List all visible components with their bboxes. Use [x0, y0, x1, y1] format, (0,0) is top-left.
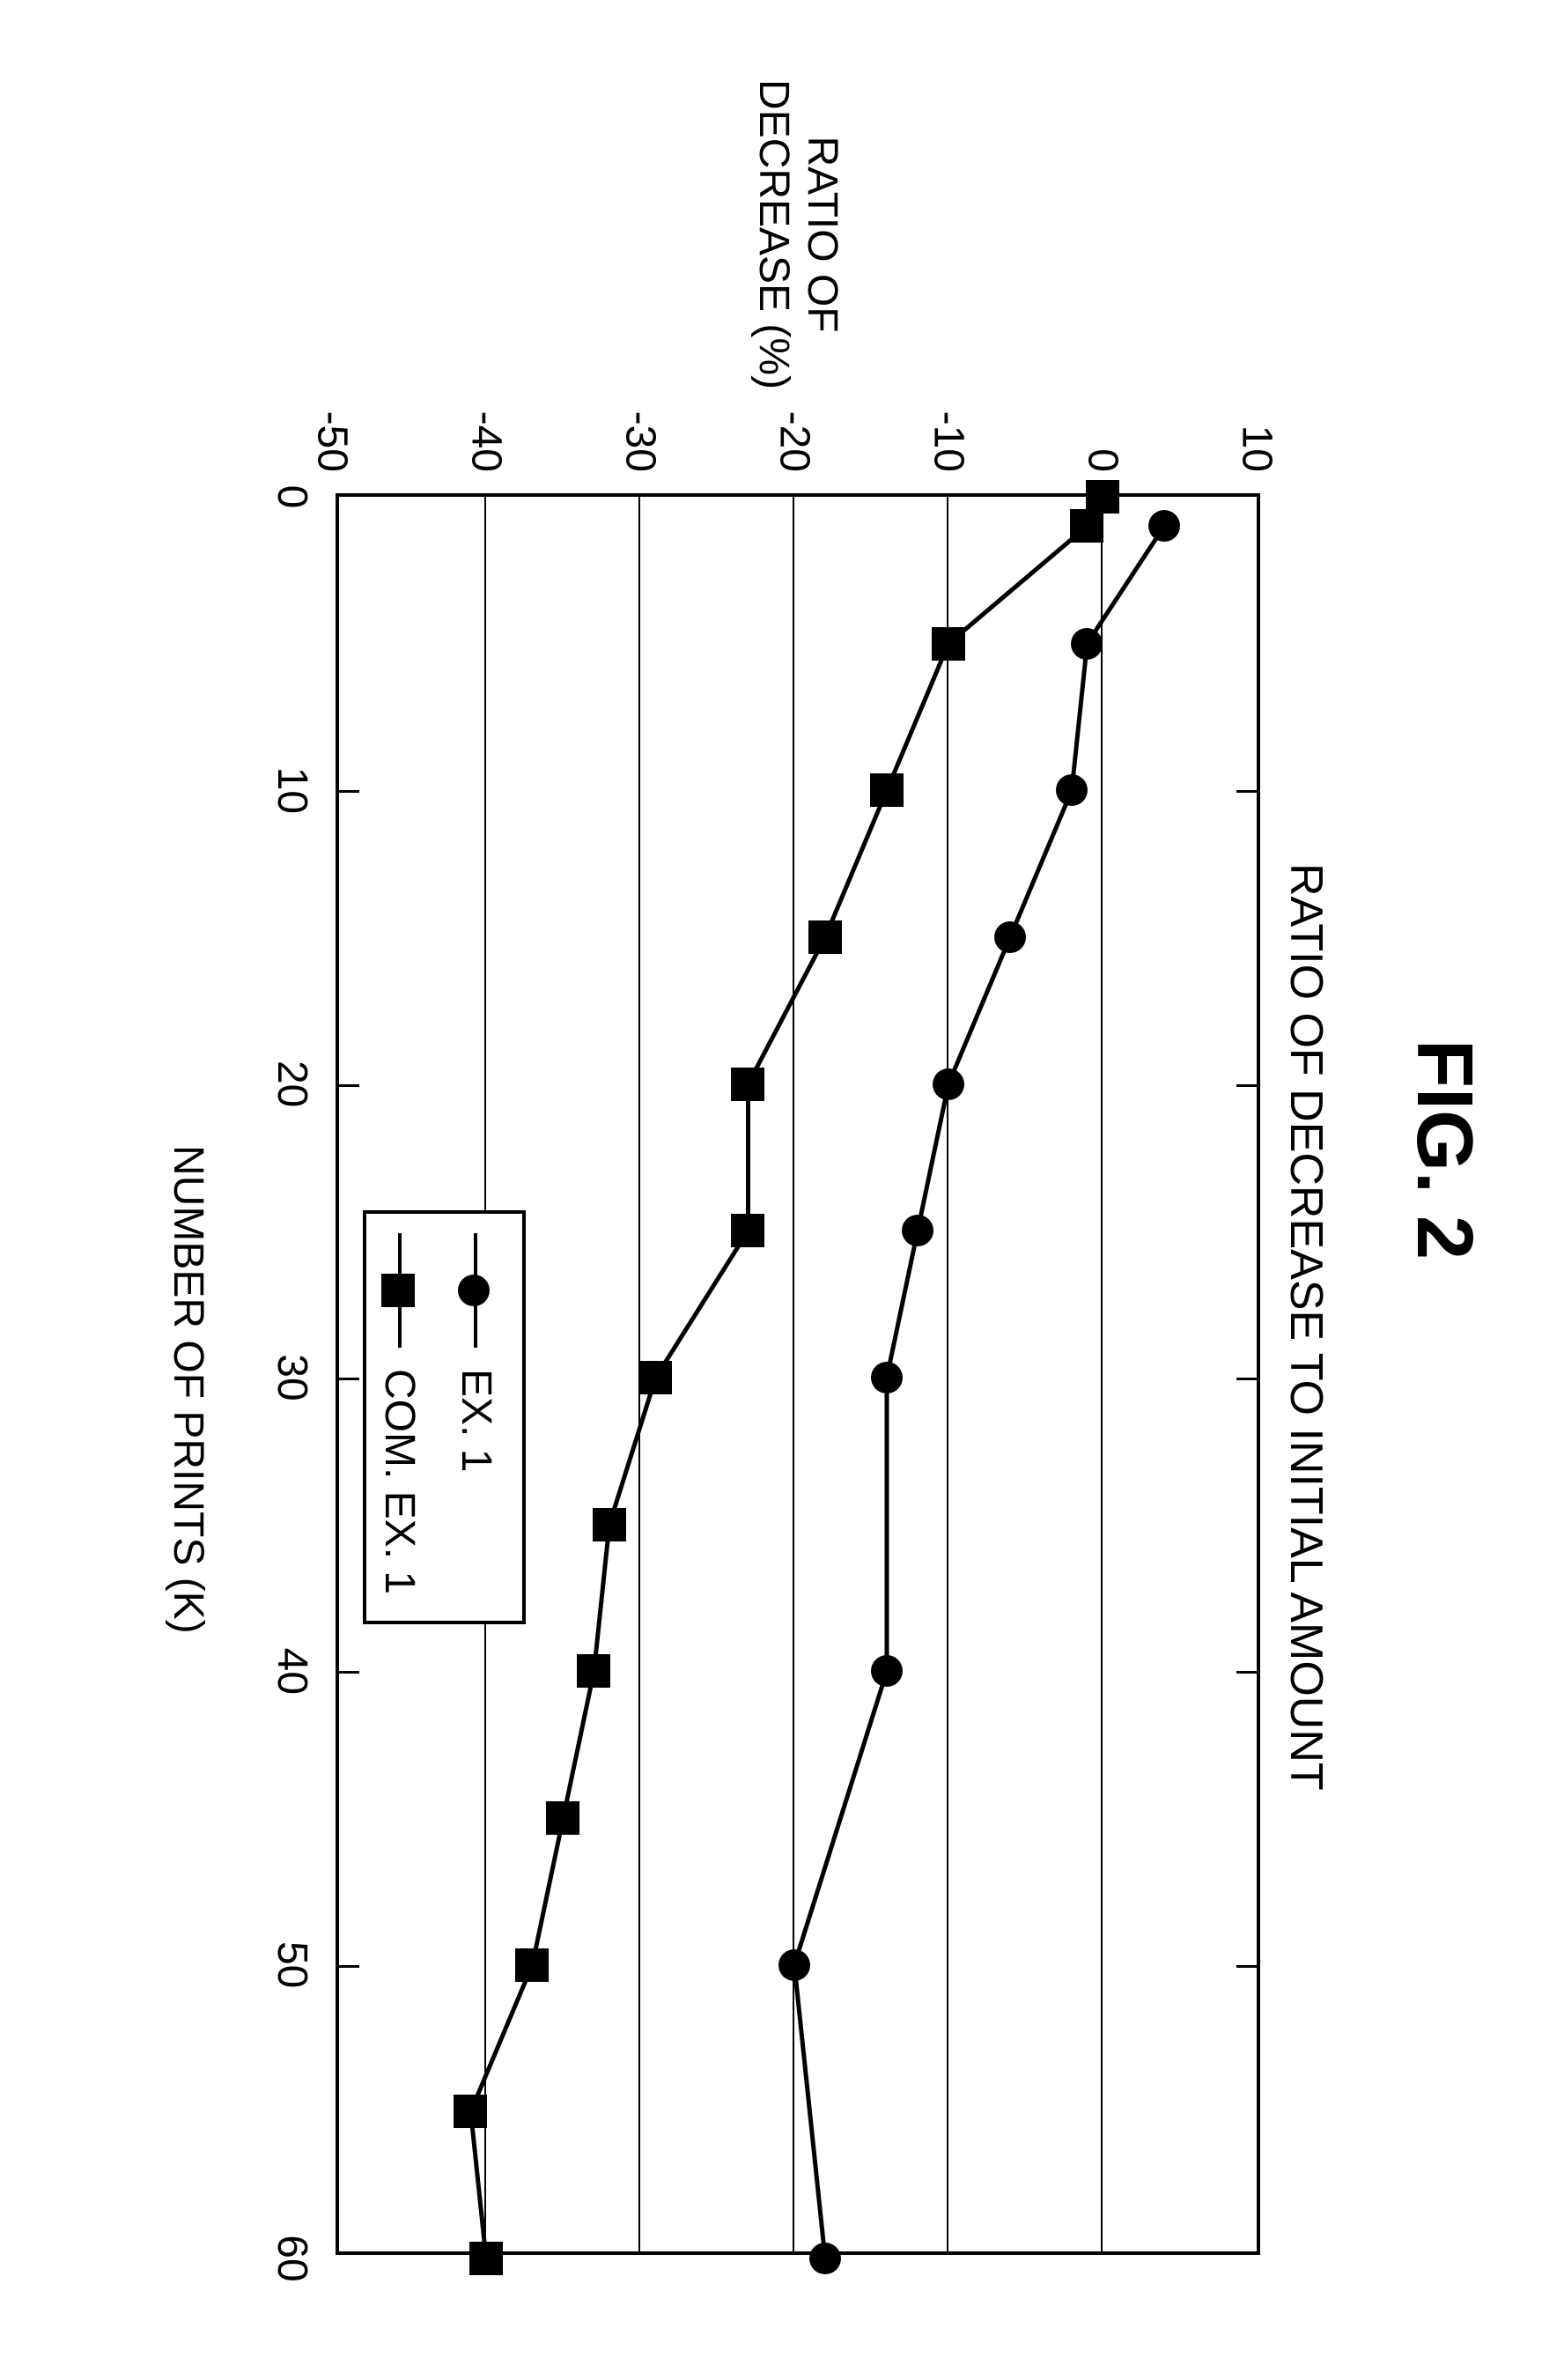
x-tick — [1236, 1965, 1258, 1968]
square-marker — [932, 627, 965, 661]
x-tick — [338, 1084, 359, 1087]
square-marker — [732, 1214, 765, 1247]
y-axis-title-line2: DECREASE (%) — [750, 79, 797, 389]
square-marker — [454, 2095, 488, 2128]
page-canvas: FIG. 2 RATIO OF DECREASE TO INITIAL AMOU… — [0, 0, 1542, 2380]
y-tick-label: 0 — [1079, 448, 1127, 472]
circle-marker — [1072, 628, 1103, 660]
circle-marker — [1148, 510, 1180, 542]
x-tick — [1236, 1378, 1258, 1380]
gridline — [1101, 497, 1103, 2251]
figure-title: FIG. 2 — [1398, 1039, 1489, 1260]
series-line-comex1 — [471, 497, 1103, 2258]
x-tick-label: 0 — [268, 485, 316, 509]
circle-marker — [1056, 774, 1088, 806]
square-marker — [808, 920, 842, 954]
gridline — [947, 497, 948, 2251]
y-tick-label: -40 — [462, 411, 511, 472]
x-tick — [338, 1378, 359, 1380]
y-tick-label: -30 — [616, 411, 665, 472]
square-marker-icon — [381, 1274, 415, 1307]
y-tick-label: -20 — [771, 411, 819, 472]
landscape-figure: FIG. 2 RATIO OF DECREASE TO INITIAL AMOU… — [0, 0, 1542, 2380]
x-axis-title: NUMBER OF PRINTS (K) — [164, 1145, 212, 1634]
square-marker — [578, 1654, 611, 1688]
circle-marker — [871, 1362, 903, 1393]
square-marker — [732, 1068, 765, 1101]
x-tick — [338, 1671, 359, 1674]
legend-label: COM. EX. 1 — [376, 1369, 424, 1594]
legend-sample-line — [398, 1233, 402, 1348]
square-marker — [870, 773, 904, 807]
square-marker — [639, 1361, 673, 1394]
y-tick-label: 10 — [1233, 425, 1281, 472]
circle-marker — [871, 1655, 903, 1687]
y-tick-label: -50 — [308, 411, 357, 472]
x-tick-label: 20 — [268, 1061, 316, 1107]
square-marker — [547, 1801, 580, 1835]
x-tick-label: 60 — [268, 2235, 316, 2281]
x-tick-label: 30 — [268, 1354, 316, 1401]
y-axis-title: RATIO OF DECREASE (%) — [749, 79, 846, 389]
series-line-ex1 — [794, 526, 1164, 2258]
circle-marker — [933, 1068, 964, 1100]
square-marker — [593, 1508, 626, 1541]
x-tick — [338, 790, 359, 793]
circle-marker — [994, 921, 1026, 953]
legend-row: COM. EX. 1 — [378, 1233, 422, 1594]
circle-marker-icon — [459, 1275, 491, 1306]
gridline — [793, 497, 794, 2251]
square-marker — [516, 1948, 550, 1982]
circle-marker — [778, 1949, 810, 1981]
x-tick-label: 40 — [268, 1648, 316, 1695]
legend-sample-line — [475, 1233, 478, 1348]
plot-area: 0102030405060100-10-20-30-40-50EX. 1COM.… — [336, 493, 1260, 2255]
x-tick — [1236, 1084, 1258, 1087]
chart-title: RATIO OF DECREASE TO INITIAL AMOUNT — [1280, 863, 1332, 1791]
circle-marker — [809, 2243, 841, 2274]
x-tick — [1236, 790, 1258, 793]
y-axis-title-line1: RATIO OF — [799, 136, 845, 332]
square-marker — [469, 2242, 503, 2275]
x-tick-label: 10 — [268, 767, 316, 814]
y-tick-label: -10 — [925, 411, 973, 472]
x-tick-label: 50 — [268, 1941, 316, 1988]
legend-row: EX. 1 — [454, 1233, 498, 1472]
x-tick — [338, 1965, 359, 1968]
circle-marker — [902, 1215, 933, 1246]
legend-label: EX. 1 — [452, 1369, 500, 1472]
legend: EX. 1 COM. EX. 1 — [364, 1210, 527, 1624]
x-tick — [1236, 1671, 1258, 1674]
square-marker — [1086, 480, 1119, 514]
square-marker — [1071, 509, 1104, 543]
